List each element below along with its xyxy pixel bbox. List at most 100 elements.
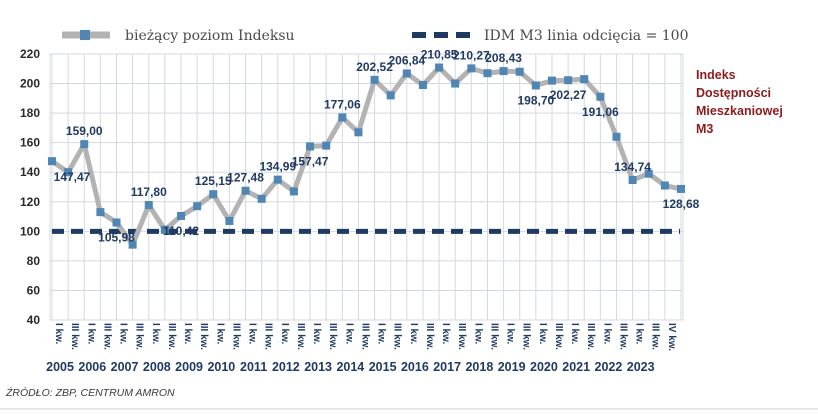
data-label: 117,80 <box>131 185 167 199</box>
x-tick-label: I kw. <box>376 323 387 345</box>
side-title-line: Mieszkaniowej <box>696 104 783 118</box>
data-point <box>580 75 589 84</box>
x-tick-label: I kw. <box>505 323 516 345</box>
data-label: 210,27 <box>453 48 490 62</box>
x-tick-label: III kw. <box>295 323 306 350</box>
data-label: 208,43 <box>485 51 522 65</box>
data-point <box>128 240 137 249</box>
data-point <box>628 175 637 184</box>
x-tick-label: I kw. <box>85 323 96 345</box>
year-label: 2011 <box>240 360 267 374</box>
year-label: 2021 <box>562 360 590 374</box>
x-tick-label: IV kw. <box>666 323 677 351</box>
data-point <box>160 225 169 234</box>
x-tick-label: I kw. <box>472 323 483 345</box>
y-axis: 220 200 180 160 140 120 100 80 60 40 <box>20 47 40 327</box>
year-label: 2012 <box>272 360 300 374</box>
data-point <box>499 67 508 76</box>
year-label: 2017 <box>433 360 461 374</box>
x-tick-label: III kw. <box>230 323 241 350</box>
data-point <box>612 132 621 141</box>
x-tick-label: III kw. <box>650 323 661 350</box>
data-point <box>354 128 363 137</box>
series-line <box>49 65 684 248</box>
data-point <box>193 202 202 211</box>
data-label: 159,00 <box>66 124 103 138</box>
data-label: 198,70 <box>517 93 554 107</box>
legend: bieżący poziom Indeksu IDM M3 linia odci… <box>62 28 689 44</box>
year-label: 2015 <box>369 360 397 374</box>
data-point <box>306 142 315 151</box>
data-label: 191,06 <box>582 105 619 119</box>
data-point <box>48 157 56 166</box>
year-label: 2016 <box>401 360 429 374</box>
data-label: 147,47 <box>54 170 91 184</box>
data-label: 157,47 <box>292 154 329 168</box>
legend-cutoff-label: IDM M3 linia odcięcia = 100 <box>484 28 689 44</box>
year-label: 2008 <box>143 360 171 374</box>
side-title-line: Indeks <box>696 68 736 82</box>
y-tick-label: 140 <box>20 165 40 179</box>
x-tick-label: I kw. <box>440 323 451 345</box>
x-tick-label: I kw. <box>408 323 419 345</box>
x-tick-label: III kw. <box>69 323 80 350</box>
data-label: 134,99 <box>259 160 296 174</box>
source-note: ŹRÓDŁO: ZBP, CENTRUM AMRON <box>5 386 175 399</box>
year-label: 2007 <box>111 360 139 374</box>
data-point <box>677 184 685 193</box>
side-title-line: M3 <box>696 122 713 136</box>
data-point <box>241 186 250 195</box>
data-point <box>386 91 395 100</box>
data-label-layer: 147,47 159,00 105,98 117,80 110,42 125,15127,… <box>54 48 700 245</box>
data-point <box>547 76 556 85</box>
data-point <box>370 75 379 84</box>
x-tick-label: III kw. <box>134 323 145 350</box>
year-label: 2013 <box>304 360 332 374</box>
data-label: 202,27 <box>550 88 587 102</box>
data-point <box>257 194 266 203</box>
data-point <box>289 187 298 196</box>
data-point <box>596 92 605 101</box>
data-point <box>80 140 89 149</box>
data-point <box>644 169 653 178</box>
x-tick-label: III kw. <box>617 323 628 350</box>
year-label: 2009 <box>175 360 203 374</box>
x-tick-label: III kw. <box>359 323 370 350</box>
data-point <box>144 201 153 210</box>
x-tick-label: III kw. <box>166 323 177 350</box>
data-label: 127,48 <box>227 171 264 185</box>
x-tick-label: III kw. <box>488 323 499 350</box>
y-tick-label: 120 <box>20 195 40 209</box>
data-point <box>273 175 282 184</box>
data-point <box>660 181 669 190</box>
data-point <box>177 211 186 220</box>
x-tick-label: III kw. <box>456 323 467 350</box>
data-point <box>515 67 524 76</box>
x-tick-label: III kw. <box>263 323 274 350</box>
year-label: 2005 <box>46 360 74 374</box>
x-tick-label: III kw. <box>553 323 564 350</box>
side-title: Indeks Dostępności Mieszkaniowej M3 <box>696 68 783 136</box>
y-tick-label: 180 <box>20 106 40 120</box>
data-point <box>64 168 73 177</box>
data-label: 128,68 <box>663 197 700 211</box>
data-label: 125,15 <box>195 174 232 188</box>
x-axis: I kw. III kw. I kw. III kw. I kw. III kw. I kw… <box>46 323 677 374</box>
y-tick-label: 60 <box>27 283 41 297</box>
x-tick-label: I kw. <box>343 323 354 345</box>
y-tick-label: 80 <box>27 254 41 268</box>
data-point <box>322 141 331 150</box>
year-label: 2018 <box>465 360 493 374</box>
x-tick-label: III kw. <box>101 323 112 350</box>
data-point <box>451 79 460 88</box>
data-point <box>467 64 476 73</box>
data-label: 134,74 <box>614 160 651 174</box>
year-label: 2014 <box>336 360 364 374</box>
x-tick-label: III kw. <box>327 323 338 350</box>
data-label: 206,84 <box>388 53 425 67</box>
year-label: 2010 <box>207 360 235 374</box>
year-label: 2023 <box>627 360 655 374</box>
x-tick-label: I kw. <box>150 323 161 345</box>
series-layer <box>48 63 685 249</box>
